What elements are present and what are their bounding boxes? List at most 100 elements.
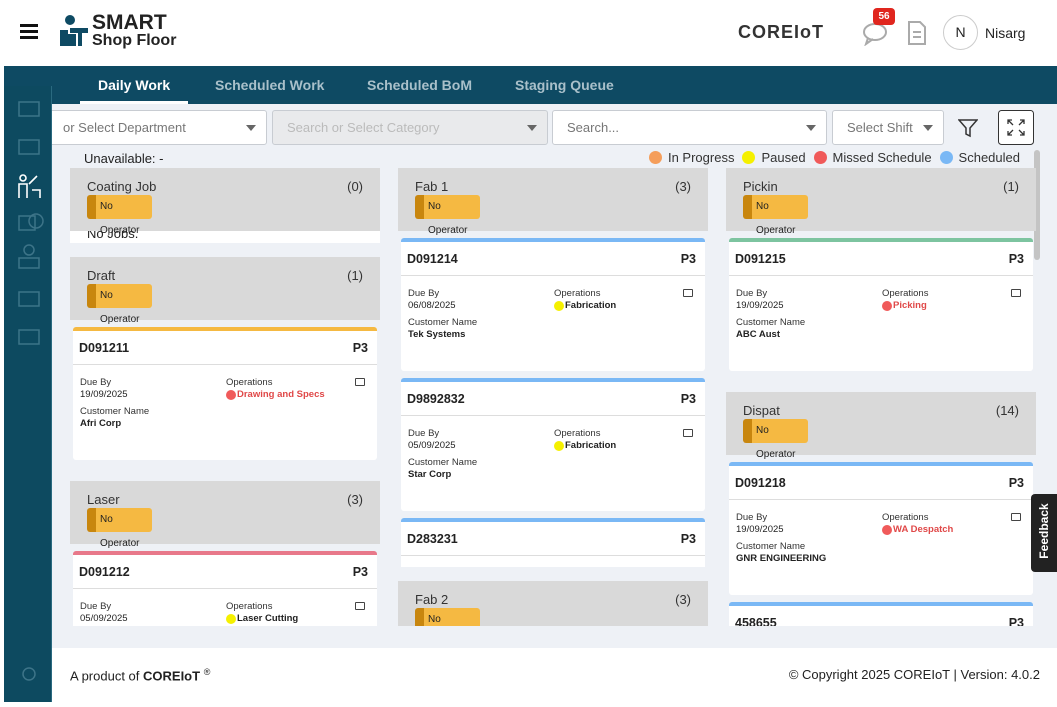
job-card[interactable]: D091211 P3 Due By 19/09/2025 Operations Drawi… bbox=[73, 327, 377, 460]
operations-label: Operations bbox=[554, 428, 601, 439]
tab[interactable]: Staging Queue bbox=[515, 77, 614, 93]
due-date: 05/09/2025 bbox=[408, 440, 456, 451]
customer-label: Customer Name bbox=[736, 541, 806, 552]
category-select: Search or Select Category bbox=[272, 110, 548, 145]
due-label: Due By bbox=[80, 377, 112, 388]
group-body: D091211 P3 Due By 19/09/2025 Operations Drawi… bbox=[70, 320, 380, 467]
job-id: D091211 bbox=[79, 341, 130, 355]
card-title-row: D091211 P3 bbox=[73, 331, 377, 365]
comment-icon[interactable] bbox=[683, 429, 693, 437]
group-count: (14) bbox=[995, 403, 1019, 418]
placeholder: Search or Select Category bbox=[287, 120, 440, 135]
unavailable-label: Unavailable: bbox=[84, 151, 156, 166]
operations-label: Operations bbox=[882, 512, 929, 523]
no-operator: No Operator bbox=[743, 195, 808, 236]
department-select[interactable]: or Select Department bbox=[52, 110, 267, 145]
group-body: D091214 P3 Due By 06/08/2025 Operations Fabri… bbox=[398, 231, 708, 567]
legend: In Progress Paused Missed Schedule Schedule… bbox=[648, 150, 1020, 165]
operation-name: Drawing and Specs bbox=[237, 389, 325, 400]
group-header: Fab 2 (3) No Operator bbox=[398, 581, 708, 626]
operation: Picking bbox=[882, 300, 927, 311]
no-operator: No Operator bbox=[87, 284, 152, 325]
group-name: Draft bbox=[87, 268, 116, 283]
group-body: D091215 P3 Due By 19/09/2025 Operations Picki… bbox=[726, 231, 1036, 378]
priority: P3 bbox=[1008, 476, 1024, 490]
tab[interactable]: Scheduled BoM bbox=[367, 77, 473, 93]
job-id: D283231 bbox=[407, 532, 458, 546]
document-icon[interactable] bbox=[908, 21, 926, 45]
avatar[interactable]: N bbox=[943, 15, 978, 50]
group-header: Draft (1) No Operator bbox=[70, 257, 380, 325]
comment-icon[interactable] bbox=[683, 289, 693, 297]
feedback-label[interactable]: Feedback bbox=[1037, 503, 1051, 559]
group: Coating Job(0)No OperatorNo Jobs. bbox=[70, 168, 380, 243]
logo-icon bbox=[60, 15, 88, 46]
group-name: Dispat bbox=[743, 403, 780, 418]
group-name: Pickin bbox=[743, 179, 778, 194]
placeholder: Select Shift bbox=[847, 120, 913, 135]
status-dot bbox=[554, 441, 564, 451]
customer: GNR ENGINEERING bbox=[736, 553, 827, 564]
job-card[interactable]: D091212 P3 Due By 05/09/2025 Operations Laser… bbox=[73, 551, 377, 626]
group: Fab 1 (3) No Operator D091214 P3 Due By 06/08/… bbox=[398, 168, 708, 567]
group-name: Fab 1 bbox=[415, 179, 449, 194]
group-header: Laser (3) No Operator bbox=[70, 481, 380, 549]
job-card[interactable]: D283231P3Due ByOperationsCustomer Name bbox=[401, 518, 705, 567]
comment-icon[interactable] bbox=[355, 602, 365, 610]
job-card[interactable]: 458655P3Due ByOperationsCustomer Name bbox=[729, 602, 1033, 626]
status-dot bbox=[554, 301, 564, 311]
search-select[interactable]: Search... bbox=[552, 110, 827, 145]
legend-label: In Progress bbox=[667, 150, 735, 165]
priority: P3 bbox=[680, 252, 696, 266]
footer-product: A product of COREIoT ® bbox=[70, 667, 210, 683]
operation-name: Laser Cutting bbox=[237, 613, 299, 624]
content: or Select Department Search or Select Ca… bbox=[52, 104, 1057, 648]
due-date: 06/08/2025 bbox=[408, 300, 456, 311]
placeholder: or Select Department bbox=[63, 120, 186, 135]
customer: Afri Corp bbox=[80, 418, 122, 429]
group-header: Pickin (1) No Operator bbox=[726, 168, 1036, 236]
logo-text: SMART bbox=[92, 11, 167, 34]
operation-name: Picking bbox=[893, 300, 927, 311]
due-date: 19/09/2025 bbox=[80, 389, 128, 400]
sidebar-icons bbox=[18, 101, 44, 681]
job-card[interactable]: D091214 P3 Due By 06/08/2025 Operations Fabri… bbox=[401, 238, 705, 371]
status-dot bbox=[226, 390, 236, 400]
footer-prefix: A product of bbox=[70, 668, 140, 684]
group-count: (1) bbox=[347, 268, 363, 283]
card-title-row: D091218 P3 bbox=[729, 466, 1033, 500]
customer-label: Customer Name bbox=[80, 406, 150, 417]
footer-mark: ® bbox=[203, 667, 211, 677]
feedback-tab[interactable]: Feedback bbox=[1031, 494, 1057, 572]
group-name: Laser bbox=[87, 492, 120, 507]
job-card[interactable]: D091215 P3 Due By 19/09/2025 Operations Picki… bbox=[729, 238, 1033, 371]
filter-button[interactable] bbox=[958, 118, 978, 138]
shift-select[interactable]: Select Shift bbox=[832, 110, 944, 145]
legend-dot bbox=[742, 151, 756, 164]
customer: Tek Systems bbox=[408, 329, 466, 340]
operation: WA Despatch bbox=[882, 524, 953, 535]
column: Pickin (1) No Operator D091215 P3 Due By 19/09… bbox=[726, 168, 1036, 626]
group-header: Fab 1 (3) No Operator bbox=[398, 168, 708, 236]
priority: P3 bbox=[352, 565, 368, 579]
priority: P3 bbox=[680, 392, 696, 406]
comment-icon[interactable] bbox=[1011, 513, 1021, 521]
due-label: Due By bbox=[408, 428, 440, 439]
header: SMART Shop Floor COREIoT 56 N Nisarg bbox=[0, 0, 1057, 66]
tab[interactable]: Daily Work bbox=[80, 66, 189, 104]
customer-label: Customer Name bbox=[408, 457, 478, 468]
column: Fab 1 (3) No Operator D091214 P3 Due By 06/08/… bbox=[398, 168, 708, 626]
comment-icon[interactable] bbox=[1011, 289, 1021, 297]
menu-button[interactable] bbox=[20, 24, 38, 40]
job-card[interactable]: D091218 P3 Due By 19/09/2025 Operations WA De… bbox=[729, 462, 1033, 595]
status-dot bbox=[882, 525, 892, 535]
logo-text: Shop Floor bbox=[92, 32, 177, 49]
no-operator: No Operator bbox=[87, 195, 152, 236]
comment-icon[interactable] bbox=[355, 378, 365, 386]
fullscreen-button[interactable] bbox=[998, 110, 1034, 145]
sidebar bbox=[4, 86, 52, 702]
job-card[interactable]: D9892832 P3 Due By 05/09/2025 Operations Fabr… bbox=[401, 378, 705, 511]
user-name[interactable]: Nisarg bbox=[985, 25, 1026, 41]
tab[interactable]: Scheduled Work bbox=[215, 77, 325, 93]
group-count: (3) bbox=[347, 492, 363, 507]
